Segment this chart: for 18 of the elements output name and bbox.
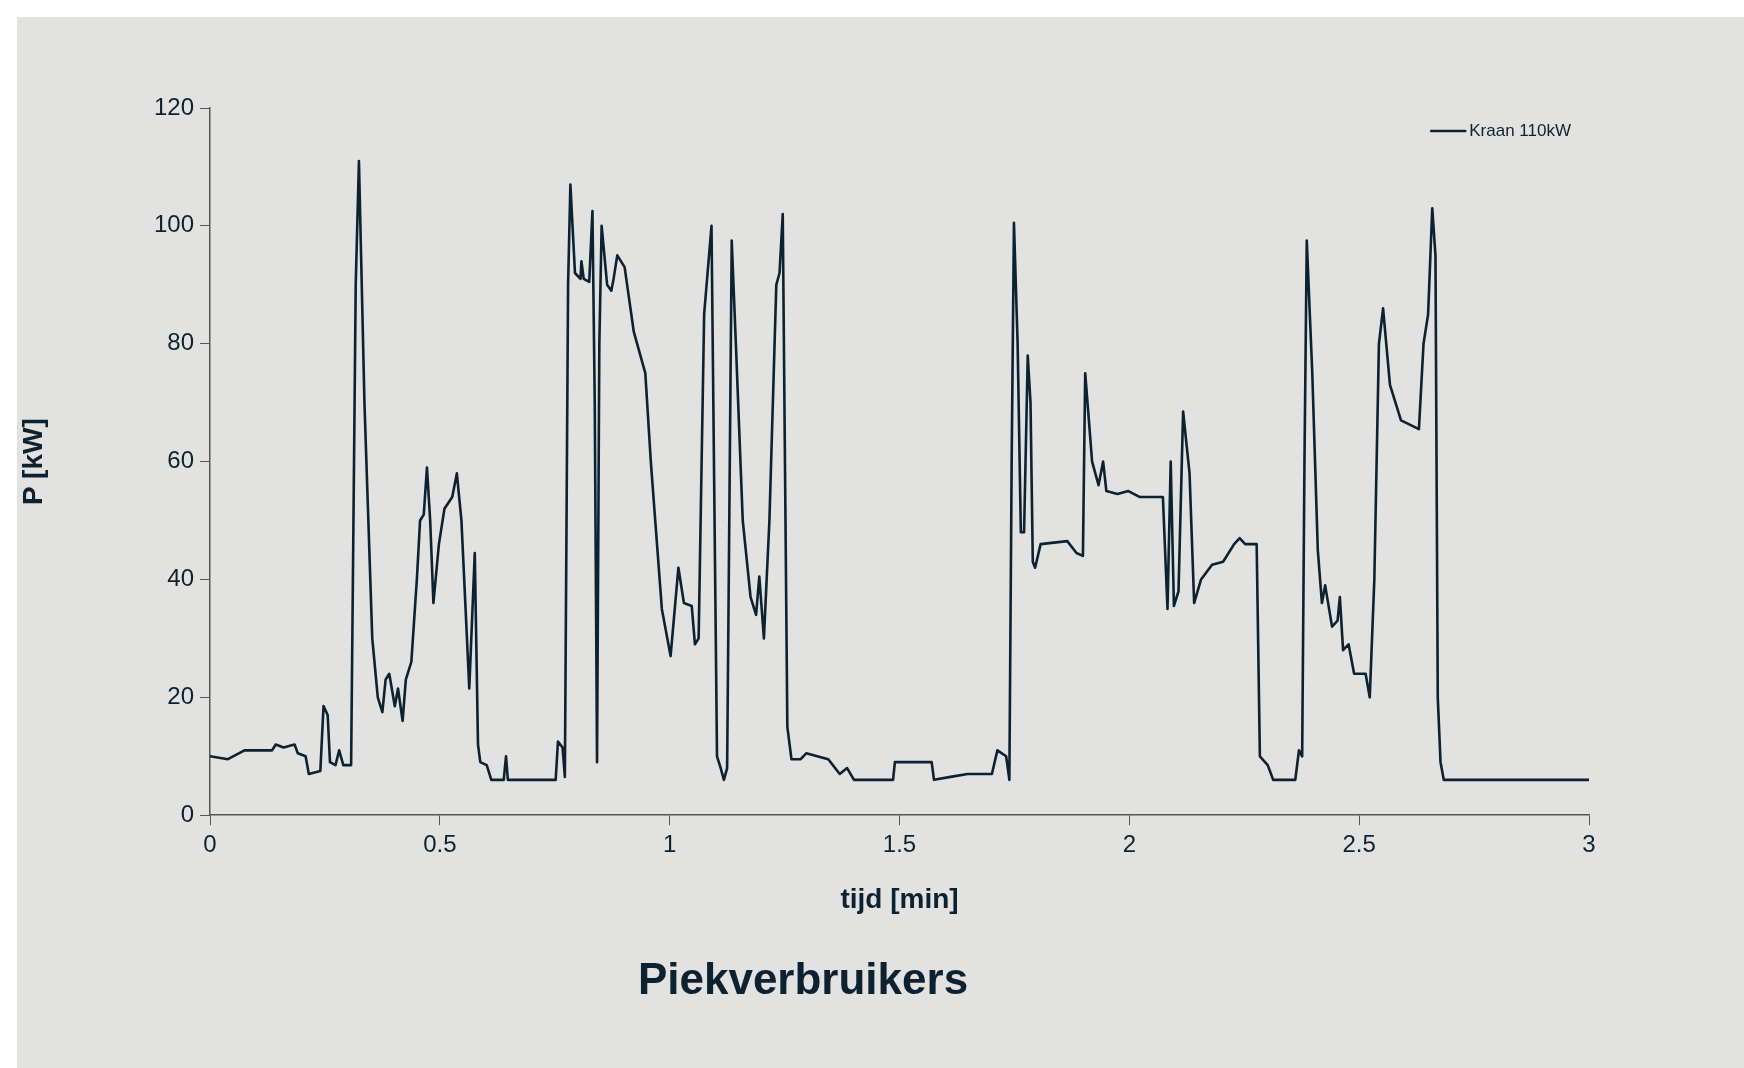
y-tick-label: 100 [153,210,194,238]
y-tick-label: 20 [167,681,194,709]
x-tick-label: 0.5 [423,830,457,858]
y-tick-label: 80 [167,328,194,356]
text: Piekverbruikers [637,953,969,1003]
x-tick-label: 2.5 [1342,830,1376,858]
y-tick-label: 60 [167,446,194,474]
x-tick-label: 3 [1582,830,1596,858]
y-tick-label: 40 [167,564,194,592]
x-tick-label: 0 [203,830,217,858]
x-tick-label: 2 [1122,830,1137,858]
x-tick-label: 1 [662,830,677,858]
legend-label: Kraan 110kW [1469,120,1571,140]
y-tick-label: 0 [180,799,194,827]
y-tick-label: 120 [153,92,194,120]
x-axis-title: tijd [min] [840,883,959,915]
x-tick-label: 1.5 [882,830,917,858]
y-axis-title: P [kW] [16,418,48,505]
